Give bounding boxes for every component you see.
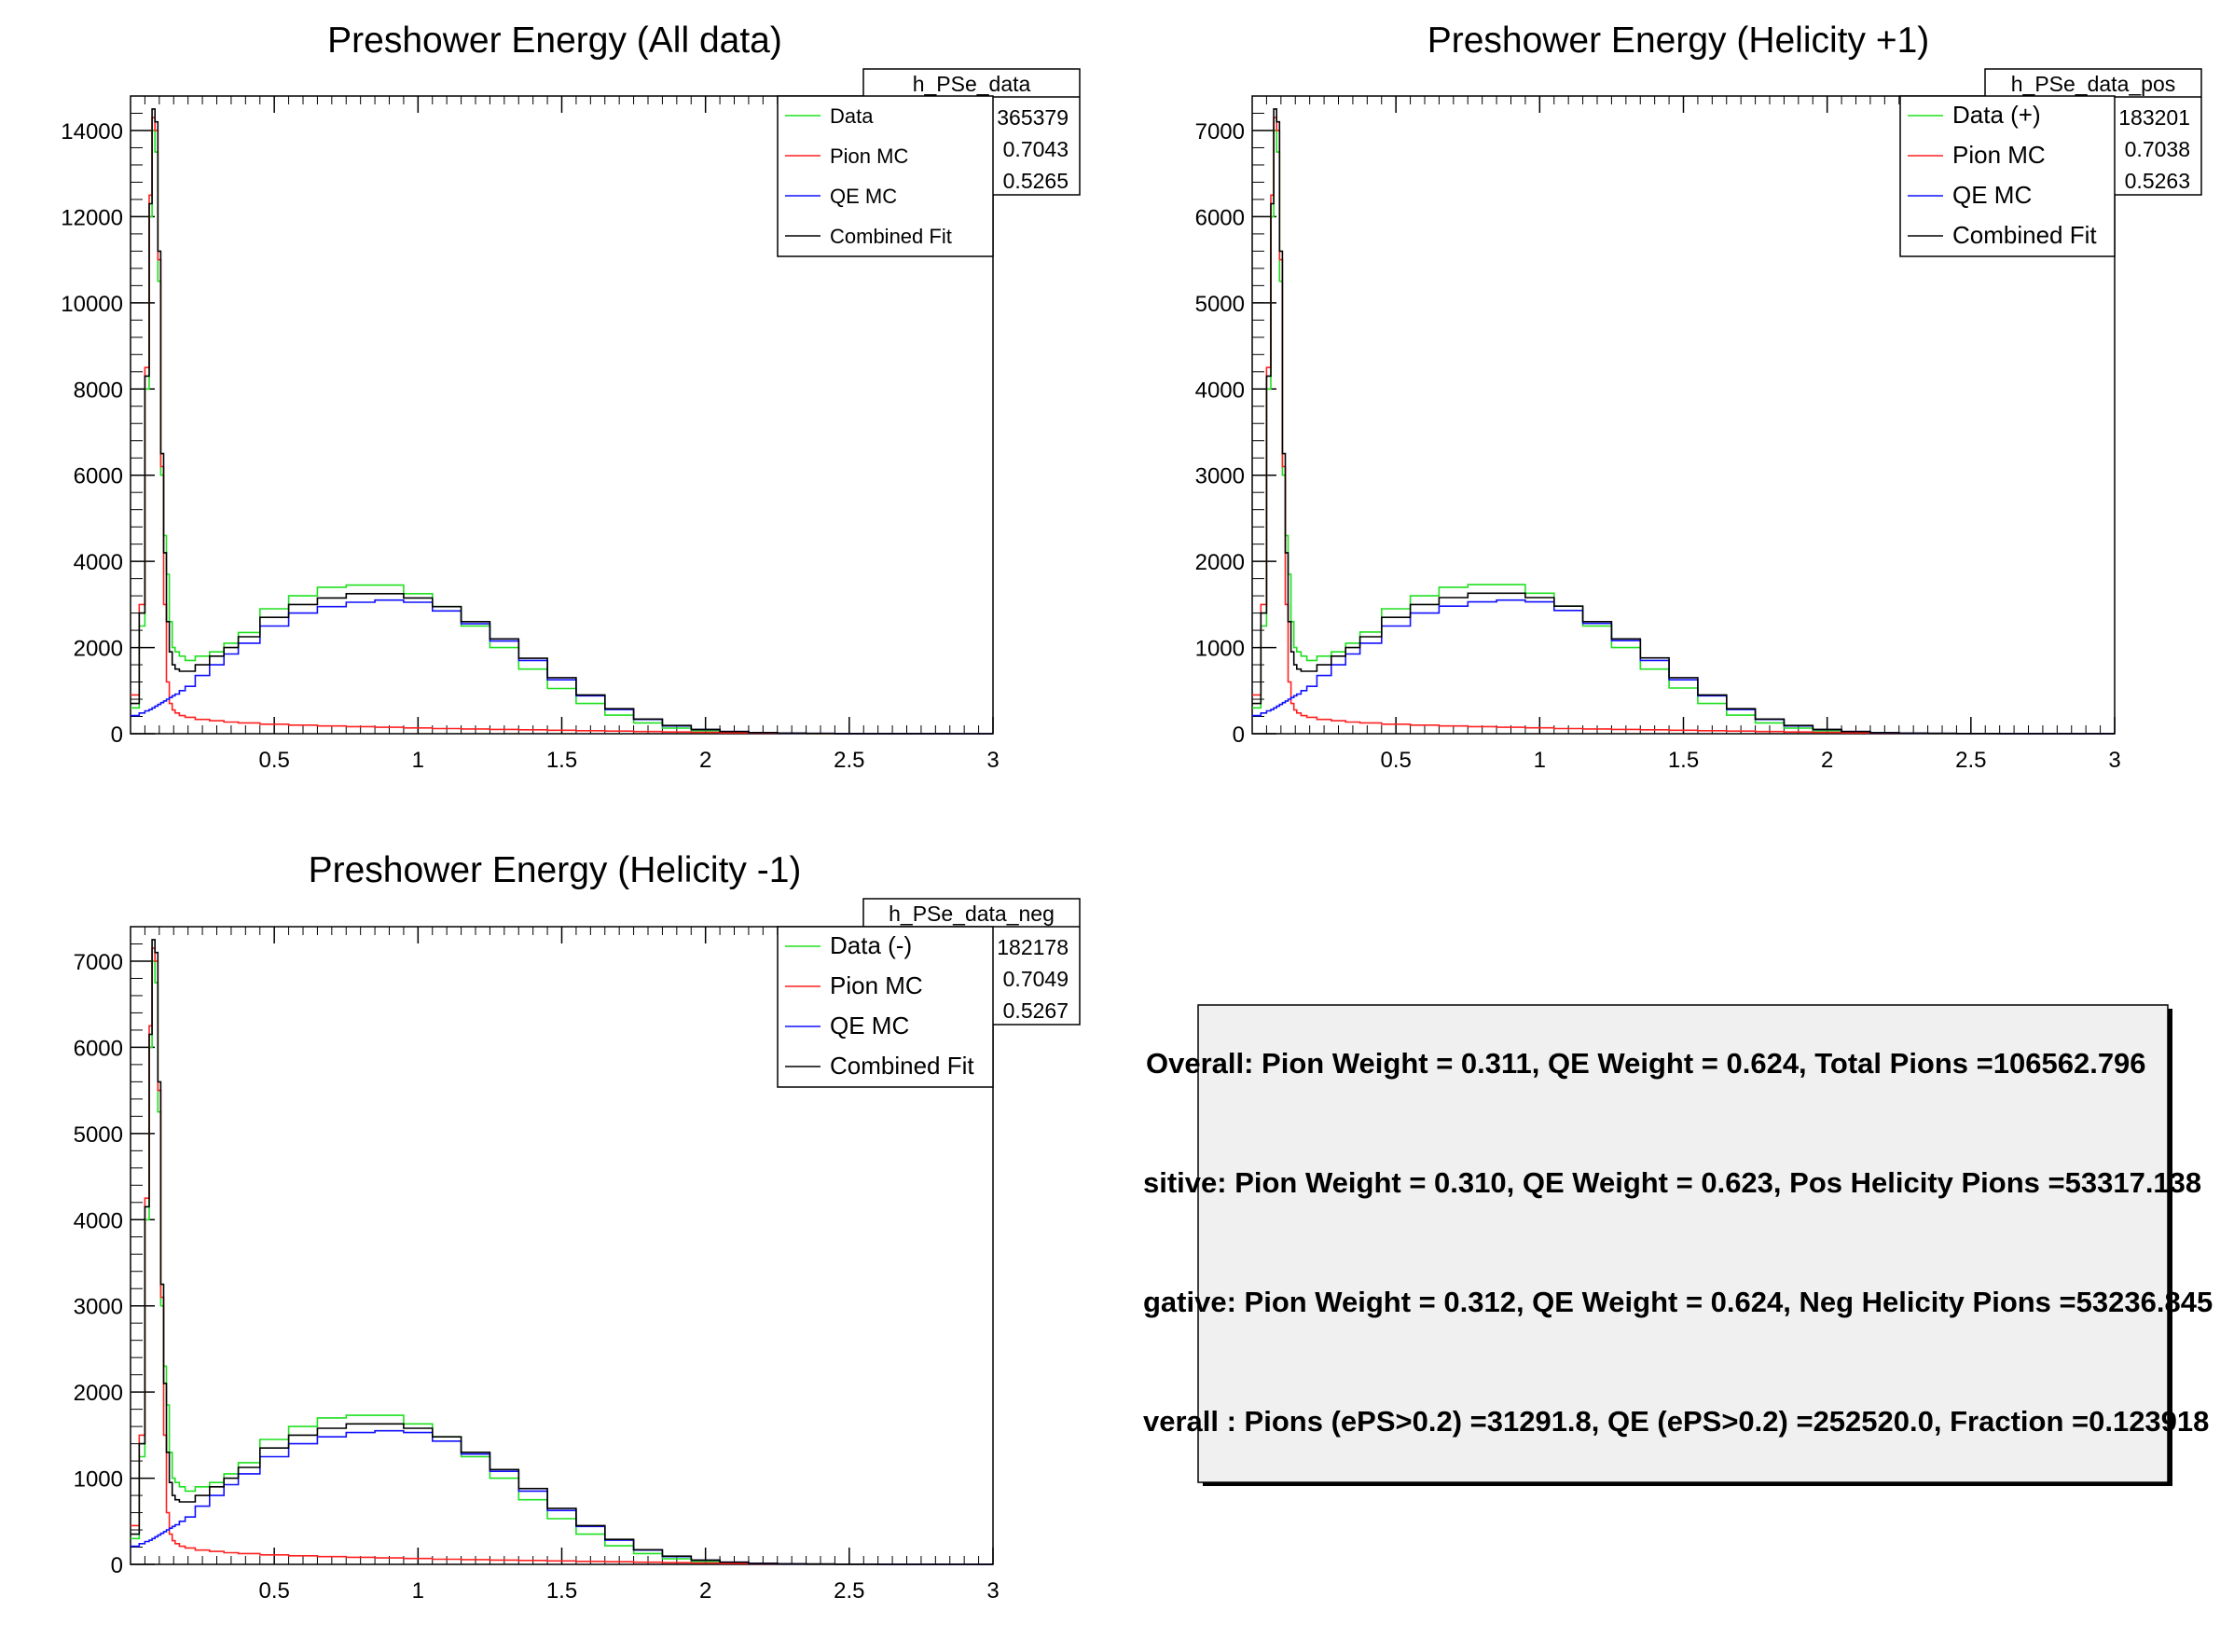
x-tick-label: 2.5 [834,748,864,773]
y-tick-label: 7000 [1195,119,1245,145]
stats-entries: 183201 [2118,105,2190,130]
y-tick-label: 6000 [74,1036,123,1061]
y-tick-label: 5000 [74,1122,123,1148]
stats-mean: 0.7049 [1003,967,1069,991]
x-tick-label: 0.5 [1380,748,1411,773]
legend-label-pion: Pion MC [1952,141,2046,169]
stats-mean: 0.7038 [2125,137,2190,161]
stats-name: h_PSe_data_neg [889,902,1055,926]
legend-label-pion: Pion MC [830,971,923,999]
y-tick-label: 2000 [74,637,123,662]
y-tick-label: 12000 [61,205,123,230]
y-tick-label: 8000 [74,378,123,403]
y-tick-label: 5000 [1195,292,1245,317]
x-tick-label: 0.5 [258,1578,289,1604]
chart-title: Preshower Energy (All data) [327,21,782,61]
legend-label-qe: QE MC [1952,181,2032,209]
series-combined-fit [1252,108,2115,735]
x-tick-label: 3 [2108,748,2120,773]
legend: Data (+) Pion MC QE MC Combined Fit [1899,95,2116,257]
series-combined-fit [131,939,993,1565]
legend-label-qe: QE MC [830,1012,909,1039]
stats-stddev: 0.5263 [2125,169,2190,193]
y-tick-label: 3000 [1195,464,1245,489]
y-tick-label: 1000 [1195,637,1245,662]
legend-label-fit: Combined Fit [830,1052,974,1080]
legend-label-data: Data (+) [1952,101,2041,129]
x-tick-label: 1 [412,1578,424,1604]
panel-helicity-minus: Preshower Energy (Helicity -1) 0.5 1 1.5 2 2… [74,850,1081,1604]
legend-label-fit: Combined Fit [1952,221,2097,249]
summary-line-fraction: verall : Pions (ePS>0.2) =31291.8, QE (e… [1143,1405,2209,1438]
summary-line-positive: sitive: Pion Weight = 0.310, QE Weight =… [1143,1166,2201,1199]
y-tick-label: 2000 [1195,550,1245,575]
y-tick-label: 4000 [1195,378,1245,403]
x-tick-label: 2 [1821,748,1833,773]
summary-line-overall: Overall: Pion Weight = 0.311, QE Weight … [1146,1047,2146,1080]
x-tick-label: 1 [1534,748,1546,773]
y-tick-label: 4000 [74,1208,123,1233]
y-tick-label: 3000 [74,1295,123,1320]
x-tick-label: 3 [986,748,999,773]
summary-line-negative: gative: Pion Weight = 0.312, QE Weight =… [1143,1286,2213,1318]
x-tick-label: 2.5 [834,1578,864,1604]
x-tick-label: 2 [699,1578,711,1604]
legend-label-data: Data [830,104,874,128]
stats-name: h_PSe_data_pos [2011,72,2176,96]
legend: Data Pion MC QE MC Combined Fit [777,95,994,257]
y-tick-label: 0 [111,723,123,748]
x-tick-label: 3 [986,1578,999,1604]
legend-label-qe: QE MC [830,185,897,208]
stats-name: h_PSe_data [913,72,1031,96]
x-tick-label: 1.5 [1668,748,1699,773]
y-tick-label: 0 [1233,723,1245,748]
chart-title: Preshower Energy (Helicity +1) [1427,21,1930,61]
y-tick-label: 4000 [74,550,123,575]
x-tick-label: 0.5 [258,748,289,773]
chart-title: Preshower Energy (Helicity -1) [309,850,802,890]
x-tick-label: 1.5 [546,748,577,773]
y-tick-label: 2000 [74,1381,123,1406]
legend-label-fit: Combined Fit [830,225,952,248]
stats-entries: 182178 [997,935,1069,959]
panel-all-data: Preshower Energy (All data) 0.5 1 1.5 2 2.5 3… [61,21,1081,773]
stats-mean: 0.7043 [1003,137,1069,161]
x-tick-label: 2.5 [1955,748,1986,773]
legend-label-data: Data (-) [830,931,912,959]
y-tick-label: 6000 [74,464,123,489]
y-tick-label: 14000 [61,119,123,145]
y-tick-label: 6000 [1195,205,1245,230]
stats-entries: 365379 [997,105,1069,130]
x-tick-label: 2 [699,748,711,773]
y-tick-label: 0 [111,1553,123,1578]
x-tick-label: 1 [412,748,424,773]
legend-label-pion: Pion MC [830,145,908,168]
stats-stddev: 0.5265 [1003,169,1069,193]
panel-helicity-plus: Preshower Energy (Helicity +1) 0.5 1 1.5 2 2… [1195,21,2202,773]
series-combined-fit [131,108,993,735]
y-tick-label: 10000 [61,292,123,317]
stats-stddev: 0.5267 [1003,998,1069,1023]
y-tick-label: 7000 [74,950,123,975]
legend: Data (-) Pion MC QE MC Combined Fit [777,926,994,1088]
y-tick-label: 1000 [74,1467,123,1493]
x-tick-label: 1.5 [546,1578,577,1604]
summary-box: Overall: Pion Weight = 0.311, QE Weight … [1143,1004,2213,1486]
